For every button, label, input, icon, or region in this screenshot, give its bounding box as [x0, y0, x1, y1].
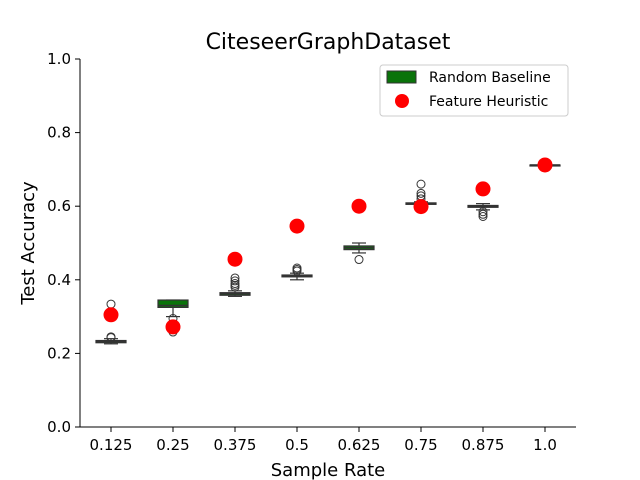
y-tick-label: 0.2: [47, 344, 71, 362]
x-tick-label: 1.0: [533, 436, 557, 454]
box-outlier-point: [416, 188, 426, 198]
box-outlier-point: [416, 179, 426, 189]
x-tick-label: 0.5: [285, 436, 309, 454]
feature-heuristic-point: [289, 218, 305, 234]
legend-label-random-baseline: Random Baseline: [429, 70, 551, 86]
box-outlier-point: [292, 263, 302, 273]
legend-marker-feature-heuristic: [395, 94, 409, 108]
x-tick-label: 0.625: [338, 436, 381, 454]
x-tick-label: 0.125: [90, 436, 133, 454]
x-tick-label: 0.875: [462, 436, 505, 454]
legend: Random Baseline Feature Heuristic: [379, 64, 569, 117]
feature-heuristic-point: [227, 251, 243, 267]
legend-label-feature-heuristic: Feature Heuristic: [429, 94, 548, 110]
legend-swatch-random-baseline: [386, 70, 417, 84]
y-tick-label: 0.0: [47, 418, 71, 436]
box-body: [157, 299, 189, 309]
feature-heuristic-point: [351, 198, 367, 214]
box-outlier-point: [478, 212, 488, 222]
feature-heuristic-point: [475, 181, 491, 197]
y-tick-label: 1.0: [47, 50, 71, 68]
box-outlier-point: [230, 276, 240, 286]
feature-heuristic-point: [165, 319, 181, 335]
legend-frame: [379, 64, 569, 117]
x-tick-label: 0.25: [156, 436, 189, 454]
y-tick-label: 0.4: [47, 271, 71, 289]
box-outlier-point: [106, 333, 116, 343]
feature-heuristic-point: [103, 307, 119, 323]
box-outlier-point: [478, 209, 488, 219]
x-tick-label: 0.75: [404, 436, 437, 454]
feature-heuristic-point: [413, 199, 429, 215]
box-outlier-point: [230, 273, 240, 283]
x-tick-label: 0.375: [214, 436, 257, 454]
feature-heuristic-point: [537, 157, 553, 173]
plot-area: 0.0 0.2 0.4 0.6 0.8 1.0 0.125 0.25 0.375 0.5 0.625…: [47, 50, 576, 454]
box-outlier-point: [354, 255, 364, 265]
box-outlier-point: [230, 278, 240, 288]
chart-title: CiteseerGraphDataset: [206, 30, 451, 55]
box-outlier-point: [478, 207, 488, 217]
y-axis-label: Test Accuracy: [18, 181, 39, 306]
x-axis-label: Sample Rate: [271, 460, 386, 480]
y-tick-label: 0.8: [47, 124, 71, 142]
y-tick-label: 0.6: [47, 197, 71, 215]
